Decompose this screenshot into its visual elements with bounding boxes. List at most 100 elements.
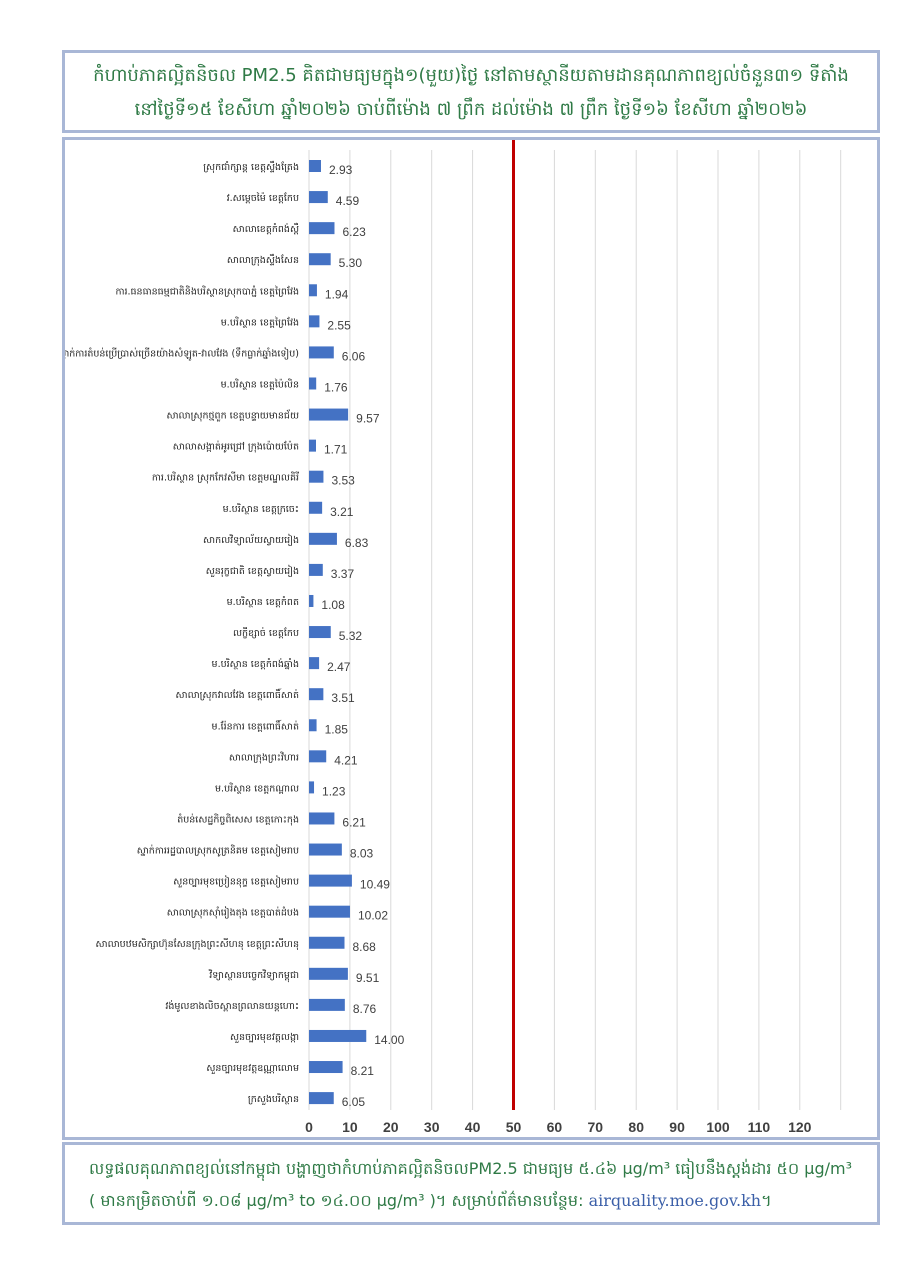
bar	[309, 1061, 343, 1074]
summary-line-2-end: ។	[761, 1191, 772, 1210]
data-label: 4.21	[334, 753, 358, 767]
data-label: 14.00	[374, 1033, 404, 1047]
category-label: ស្នាក់ការរដ្ឋបាលស្រុកសូត្រនិគម ខេត្តសៀមរ…	[137, 844, 299, 858]
category-label: ស្នាក់ការតំបន់ប្រើប្រាស់ច្រើនយ៉ាងសំឡូត-វ…	[65, 346, 299, 361]
bar	[309, 532, 337, 545]
data-label: 3.53	[331, 474, 355, 488]
data-label: 1.23	[322, 784, 346, 798]
x-tick-label: 100	[706, 1119, 730, 1135]
bar	[309, 1029, 367, 1042]
category-label: ម.បរិស្ថាន ខេត្តកណ្ដាល	[215, 781, 299, 794]
category-label: សួនច្បារមុខប្រៀននុក្ខ ខេត្តសៀមរាប	[173, 875, 299, 889]
data-label: 6.05	[342, 1095, 366, 1109]
bar	[309, 1092, 334, 1105]
bar	[309, 967, 348, 980]
category-label: សាលាក្រុងស្ទឹងសែន	[227, 253, 299, 267]
category-label: សាលាសង្កាត់អូរជ្រៅ ក្រុងប៉ោយប៉ែត	[173, 440, 299, 454]
pm25-bar-chart: ស្រុកជាំក្សាន្ត ខេត្តស្ទឹងត្រែងវ.សម្តេចម…	[65, 140, 842, 1135]
category-label: ការ.បរិស្ថាន ស្រុកកែវសីមា ខេត្តមណ្ឌលគិរី	[152, 471, 299, 485]
data-label: 2.93	[329, 163, 353, 177]
data-label: 8.03	[350, 847, 374, 861]
bar	[309, 346, 334, 359]
bar	[309, 284, 317, 297]
bar	[309, 843, 342, 856]
bar	[309, 719, 317, 732]
category-label: ម.បរិស្ថាន ខេត្តកំពត	[227, 595, 299, 608]
bar	[309, 998, 345, 1011]
bar	[309, 688, 324, 701]
category-label: សាលាស្រុកថ្មពួក ខេត្តបន្ទាយមានជ័យ	[167, 409, 300, 423]
data-label: 4.59	[336, 194, 360, 208]
category-label: វង់មូលខាងលិចស្ពានព្រលានយន្តហោះ	[165, 999, 299, 1013]
category-label: សាកលវិទ្យាល័យស្វាយរៀង	[203, 533, 299, 547]
category-label: សាលាក្រុងព្រះវិហារ	[229, 750, 299, 764]
bar	[309, 626, 331, 639]
category-label: វ.សម្តេចម៉ៃ ខេត្តកែប	[227, 191, 299, 204]
bar	[309, 594, 314, 607]
category-label: សាលាស្រុកស៊ាំរៀងតុង ខេត្តបាត់ដំបង	[167, 906, 299, 920]
x-tick-label: 110	[748, 1119, 771, 1135]
bar	[309, 222, 335, 235]
category-label: ម.បរិស្ថាន ខេត្តក្រចេះ	[223, 502, 299, 515]
data-label: 1.08	[321, 598, 345, 612]
bar-series	[309, 160, 367, 1105]
data-label: 8.76	[353, 1002, 377, 1016]
category-label: ការ.ធនធានធម្មជាតិនិងបរិស្ថានស្រុកបាភ្នំ …	[115, 284, 299, 298]
bar	[309, 874, 352, 887]
data-label: 3.37	[331, 567, 355, 581]
x-axis-tick-labels: 0 10 20 30 40 50 60 70 80 90 100 110 120	[305, 1119, 812, 1135]
bar	[309, 439, 316, 452]
x-tick-label: 50	[506, 1119, 522, 1135]
website-link[interactable]: airquality.moe.gov.kh	[588, 1191, 762, 1210]
bar	[309, 377, 317, 390]
category-label: ម.បរិស្ថាន ខេត្តព្រៃវែង	[221, 315, 299, 328]
data-label: 1.71	[324, 443, 348, 457]
bar	[309, 501, 323, 514]
category-label: សួនច្បារមុខវត្តលង្កា	[230, 1032, 299, 1044]
data-label: 6.23	[342, 225, 366, 239]
bar	[309, 315, 320, 328]
data-label: 6.21	[342, 815, 366, 829]
data-label: 1.76	[324, 380, 348, 394]
data-label: 8.21	[351, 1064, 375, 1078]
category-label: សាលាស្រុកវាលវែង ខេត្តពោធិ៍សាត់	[176, 688, 299, 702]
bar	[309, 750, 327, 763]
data-label: 2.55	[327, 318, 351, 332]
x-tick-label: 0	[305, 1119, 313, 1135]
category-label: ស្រុកជាំក្សាន្ត ខេត្តស្ទឹងត្រែង	[203, 160, 299, 174]
summary-box: លទ្ធផលគុណភាពខ្យល់នៅកម្ពុជា បង្ហាញថាកំហាប…	[62, 1142, 880, 1225]
data-label: 8.68	[353, 940, 377, 954]
data-label: 9.57	[356, 412, 380, 426]
data-label: 3.51	[331, 691, 355, 705]
category-label: ម.រ៉ែនការ ខេត្តពោធិ៍សាត់	[212, 719, 299, 732]
bar	[309, 253, 331, 266]
bar	[309, 936, 345, 949]
data-label: 1.94	[325, 287, 349, 301]
x-tick-label: 80	[628, 1119, 644, 1135]
category-label: វិទ្យាស្ថានបច្ចេកវិទ្យាកម្ពុជា	[208, 968, 299, 983]
data-label: 6.06	[342, 349, 366, 363]
x-tick-label: 40	[465, 1119, 481, 1135]
bar	[309, 563, 323, 576]
bar	[309, 781, 315, 794]
summary-line-2: ( មានកម្រិតចាប់ពី ១.០៨ µg/m³ to ១៤.០០ µg…	[65, 1185, 877, 1217]
x-tick-label: 10	[342, 1119, 358, 1135]
x-tick-label: 90	[669, 1119, 685, 1135]
summary-line-1: លទ្ធផលគុណភាពខ្យល់នៅកម្ពុជា បង្ហាញថាកំហាប…	[89, 1159, 853, 1178]
data-label: 1.85	[325, 722, 349, 736]
data-label: 9.51	[356, 971, 380, 985]
category-label: តំបន់សេដ្ឋកិច្ចពិសេស ខេត្តកោះកុង	[177, 812, 299, 826]
chart-title-line-1: កំហាប់ភាគល្អិតនិចល PM2.5 គិតជាមធ្យមក្នុង…	[93, 65, 849, 86]
category-label: ម.បរិស្ថាន ខេត្តកំពង់ឆ្នាំង	[212, 657, 299, 670]
category-label: សួនរុក្ខជាតិ ខេត្តស្វាយរៀង	[206, 564, 299, 578]
bar	[309, 905, 350, 918]
x-tick-label: 60	[547, 1119, 563, 1135]
x-tick-label: 20	[383, 1119, 399, 1135]
chart-title-box: កំហាប់ភាគល្អិតនិចល PM2.5 គិតជាមធ្យមក្នុង…	[62, 50, 880, 133]
chart-area: ស្រុកជាំក្សាន្ត ខេត្តស្ទឹងត្រែងវ.សម្តេចម…	[62, 137, 880, 1140]
data-label: 5.30	[339, 256, 363, 270]
category-label: ក្រសួងបរិស្ថាន	[248, 1092, 299, 1106]
chart-title-line-2: នៅថ្ងៃទី១៥ ខែសីហា ឆ្នាំ២០២៦ ចាប់ពីម៉ោង ៧…	[134, 99, 808, 120]
data-labels: 2.93 4.59 6.23 5.30 1.94 2.55 6.06 1.76 9.57 1.71…	[321, 163, 404, 1109]
x-tick-label: 70	[588, 1119, 604, 1135]
